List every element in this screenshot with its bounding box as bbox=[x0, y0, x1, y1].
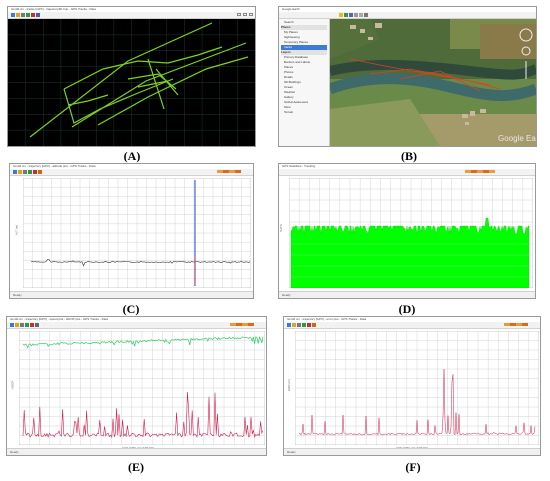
panel-f-window: tsm3d.vm - trajectory [GPX] - error plot… bbox=[283, 316, 541, 456]
panel-e-window: tsm3d.vm - trajectory [GPX] - speed plot… bbox=[6, 316, 267, 456]
zoom-out-icon[interactable] bbox=[33, 170, 37, 174]
panel-f-toolbar bbox=[284, 322, 540, 329]
chart-icon[interactable] bbox=[38, 170, 42, 174]
print-icon[interactable] bbox=[364, 13, 368, 17]
sidebar-item[interactable]: Terrain bbox=[284, 110, 294, 114]
ylabel: ERR (m) bbox=[286, 379, 291, 391]
print-icon[interactable] bbox=[21, 13, 25, 17]
open-icon[interactable] bbox=[18, 170, 22, 174]
sidebar-item[interactable]: Weather bbox=[284, 90, 296, 94]
altitude-plot[interactable] bbox=[23, 178, 251, 288]
polygon-icon[interactable] bbox=[344, 13, 348, 17]
panel-b-caption: (B) bbox=[401, 149, 417, 163]
panel-a-window: tsm3d.vm - tracks [GPX] - trajectory3D.t… bbox=[7, 6, 256, 147]
track-overlay bbox=[349, 58, 501, 92]
nav-controls[interactable] bbox=[519, 28, 533, 79]
sidebar-item[interactable]: Layers bbox=[281, 50, 327, 55]
google-earth-watermark: Google Earth bbox=[498, 134, 536, 143]
sidebar-item[interactable]: tracks bbox=[281, 45, 327, 50]
ylabel: HDOP bbox=[10, 380, 15, 390]
sidebar-item[interactable]: Global Awareness bbox=[284, 100, 309, 104]
settings-icon[interactable] bbox=[35, 323, 39, 327]
open-icon[interactable] bbox=[15, 323, 19, 327]
ylabel: ALT (m) bbox=[14, 224, 19, 236]
open-icon[interactable] bbox=[16, 13, 20, 17]
panel-c-caption: (C) bbox=[122, 302, 140, 316]
save-icon[interactable] bbox=[13, 170, 17, 174]
panel-e-toolbar bbox=[7, 322, 266, 329]
placemark-icon[interactable] bbox=[339, 13, 343, 17]
zoom-in-icon[interactable] bbox=[302, 323, 306, 327]
sidebar-item[interactable]: More bbox=[284, 105, 291, 109]
sidebar-item[interactable]: Places bbox=[284, 65, 294, 69]
panel-c-toolbar bbox=[10, 169, 253, 176]
window-controls[interactable] bbox=[237, 13, 253, 16]
zoom-in-icon[interactable] bbox=[26, 13, 30, 17]
panel-d-caption: (D) bbox=[398, 302, 416, 316]
sidebar-item[interactable]: Sightseeing bbox=[284, 35, 300, 39]
panel-f-caption: (F) bbox=[405, 460, 421, 474]
statusbar: Ready bbox=[10, 291, 253, 298]
sidebar-item[interactable]: Places bbox=[281, 25, 327, 30]
map-view[interactable]: Google Earth bbox=[330, 19, 536, 146]
panel-a-toolbar bbox=[8, 12, 255, 19]
sidebar-item[interactable]: My Places bbox=[284, 30, 298, 34]
save-icon[interactable] bbox=[11, 13, 15, 17]
sidebar-item[interactable]: 3D Buildings bbox=[284, 80, 301, 84]
error-plot[interactable] bbox=[295, 331, 539, 445]
print-icon[interactable] bbox=[23, 170, 27, 174]
sidebar-item[interactable]: Primary Database bbox=[284, 55, 309, 59]
print-icon[interactable] bbox=[297, 323, 301, 327]
panel-b-window: Google Earth Search Places My Places Sights… bbox=[278, 6, 537, 147]
pan-icon[interactable] bbox=[36, 13, 40, 17]
gps-track bbox=[29, 22, 249, 138]
panel-b-toolbar bbox=[279, 12, 536, 19]
statusbar: Ready bbox=[284, 448, 540, 455]
sidebar-item[interactable]: Ocean bbox=[284, 85, 293, 89]
save-icon[interactable] bbox=[287, 323, 291, 327]
sidebar-item[interactable]: Temporary Places bbox=[284, 40, 309, 44]
ylabel: SATS bbox=[278, 224, 283, 232]
zoom-out-icon[interactable] bbox=[30, 323, 34, 327]
zoom-out-icon[interactable] bbox=[307, 323, 311, 327]
save-icon[interactable] bbox=[10, 323, 14, 327]
sidebar-item[interactable]: Search bbox=[284, 20, 294, 24]
hdop-plot[interactable] bbox=[19, 331, 265, 445]
zoom-in-icon[interactable] bbox=[28, 170, 32, 174]
panel-d-toolbar bbox=[279, 169, 535, 176]
sidebar-item[interactable]: Roads bbox=[284, 75, 293, 79]
email-icon[interactable] bbox=[359, 13, 363, 17]
zoom-out-icon[interactable] bbox=[31, 13, 35, 17]
panel-c-window: tsm3d.vm - trajectory [GPX] - altitude p… bbox=[9, 163, 254, 299]
open-icon[interactable] bbox=[292, 323, 296, 327]
ruler-icon[interactable] bbox=[354, 13, 358, 17]
panel-d-window: GPS Satellites - Tracking SATS GPS TIME … bbox=[278, 163, 536, 299]
statusbar: Ready bbox=[7, 448, 266, 455]
panel-e-caption: (E) bbox=[128, 460, 144, 474]
sidebar-item[interactable]: Photos bbox=[284, 70, 294, 74]
sidebar-item[interactable]: Gallery bbox=[284, 95, 294, 99]
print-icon[interactable] bbox=[20, 323, 24, 327]
chart-icon[interactable] bbox=[312, 323, 316, 327]
satellite-plot[interactable] bbox=[289, 178, 533, 288]
track-view[interactable] bbox=[8, 19, 255, 146]
sidebar: Search Places My Places Sightseeing Temporar… bbox=[279, 19, 330, 146]
zoom-in-icon[interactable] bbox=[25, 323, 29, 327]
panel-a-caption: (A) bbox=[123, 149, 141, 163]
statusbar: Ready bbox=[279, 291, 535, 298]
sidebar-item[interactable]: Borders and Labels bbox=[284, 60, 311, 64]
path-icon[interactable] bbox=[349, 13, 353, 17]
